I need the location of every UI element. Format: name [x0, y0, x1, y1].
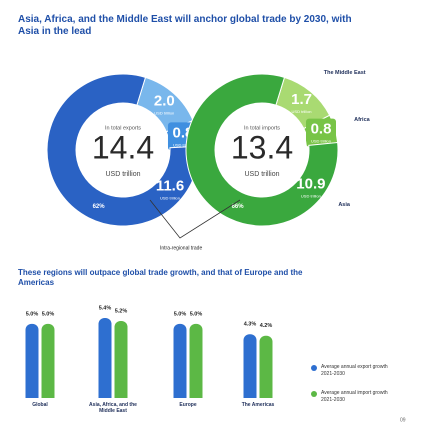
center-label: In total exports — [105, 125, 141, 131]
region-label: Africa — [354, 116, 370, 123]
legend-marker — [311, 365, 317, 371]
donut-center — [217, 105, 307, 195]
segment-unit: USD trillion — [301, 193, 321, 198]
segment-unit: USD trillion — [173, 142, 193, 147]
value-label: 5.0% — [42, 311, 55, 317]
bar — [259, 335, 273, 398]
category-label: Asia, Africa, and the Middle East — [89, 402, 137, 414]
segment-value: 1.7 — [291, 91, 312, 108]
bar — [25, 323, 39, 398]
center-unit: USD trillion — [244, 171, 279, 178]
segment-unit: USD trillion — [154, 110, 174, 115]
region-label: The Middle East — [323, 70, 366, 77]
bar-base — [98, 392, 112, 398]
bar — [41, 323, 55, 398]
center-label: In total imports — [244, 125, 280, 131]
legend-label: Average annual export growth 2021-2030 — [321, 364, 388, 377]
segment-unit: USD trillion — [311, 139, 331, 144]
annotation: Intra-regional trade — [160, 245, 202, 251]
region-label: Asia — [338, 202, 350, 209]
segment-unit: USD trillion — [292, 109, 312, 114]
bar-base — [25, 392, 39, 398]
value-label: 4.2% — [260, 323, 273, 329]
category-label: Global — [32, 402, 48, 408]
intra-regional-share: 66% — [232, 204, 245, 210]
center-total: 14.4 — [92, 129, 154, 165]
bar — [243, 334, 257, 398]
donut-center — [78, 105, 168, 195]
bar — [189, 323, 203, 398]
intra-regional-share: 62% — [93, 204, 106, 210]
bar-base — [41, 392, 55, 398]
bar-base — [114, 392, 128, 398]
value-label: 5.0% — [26, 311, 39, 317]
value-label: 5.0% — [190, 311, 203, 317]
donut-segment — [46, 73, 200, 227]
value-label: 5.0% — [174, 311, 187, 317]
segment-value: 2.0 — [154, 92, 175, 109]
legend-label: Average annual import growth 2021-2030 — [321, 390, 388, 403]
segment-value: 0.8 — [311, 121, 332, 138]
legend-marker — [311, 391, 317, 397]
segment-value: 10.9 — [296, 175, 325, 192]
segment-value: 11.6 — [156, 178, 184, 195]
bar-base — [189, 392, 203, 398]
category-label: The Americas — [241, 402, 275, 408]
bar-base — [259, 392, 273, 398]
bar — [98, 318, 112, 398]
annotation-line — [149, 199, 241, 239]
segment-unit: USD trillion — [160, 196, 180, 201]
page-number: 09 — [400, 417, 406, 423]
page-title: Asia, Africa, and the Middle East will a… — [18, 14, 352, 37]
bar-base — [243, 392, 257, 398]
category-label: Europe — [179, 402, 197, 408]
center-total: 13.4 — [231, 129, 293, 165]
value-label: 5.2% — [115, 308, 128, 314]
bar — [173, 323, 187, 398]
value-label: 5.4% — [99, 305, 112, 311]
center-unit: USD trillion — [105, 171, 140, 178]
bar-base — [173, 392, 187, 398]
value-label: 4.3% — [244, 322, 257, 328]
bar — [114, 320, 128, 398]
section-title: These regions will outpace global trade … — [18, 268, 303, 287]
value-badge — [305, 118, 336, 147]
donut-segment — [185, 73, 339, 227]
